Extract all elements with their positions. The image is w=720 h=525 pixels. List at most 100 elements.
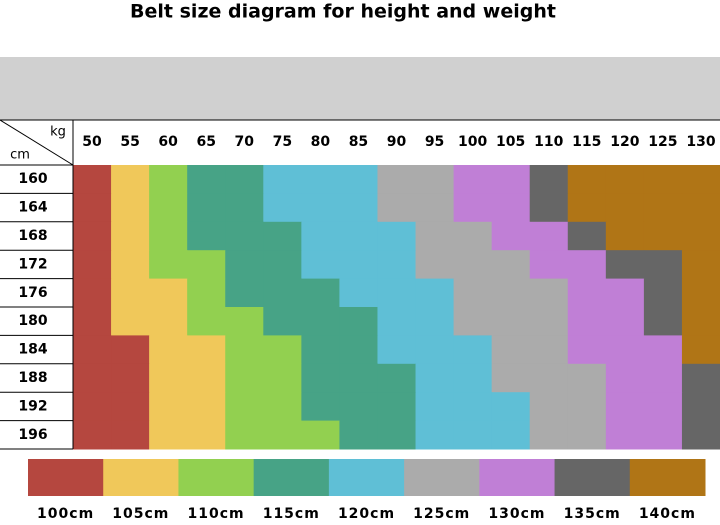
weight-label: 70 <box>235 134 255 150</box>
size-cell <box>643 278 683 308</box>
height-label: 160 <box>18 171 47 187</box>
size-cell <box>643 420 683 450</box>
height-label: 184 <box>18 342 47 358</box>
size-cell <box>73 363 112 393</box>
weight-label: 90 <box>387 134 407 150</box>
size-cell <box>111 193 150 223</box>
diagonal <box>0 119 74 166</box>
size-cell <box>73 392 112 422</box>
size-cell <box>263 165 302 194</box>
size-cell <box>491 278 531 308</box>
size-cell <box>529 250 569 280</box>
size-cell <box>73 420 112 450</box>
legend-label: 110cm <box>187 506 244 521</box>
size-cell <box>111 392 150 422</box>
weight-label: 65 <box>196 134 215 150</box>
size-cell <box>339 193 378 223</box>
size-cell <box>453 250 493 280</box>
size-cell <box>73 278 112 308</box>
size-cell <box>187 420 226 450</box>
size-cell <box>453 363 493 393</box>
weight-label: 50 <box>82 134 102 150</box>
size-cell <box>529 165 569 194</box>
size-cell <box>301 335 340 365</box>
size-cell <box>529 420 569 450</box>
size-cell <box>111 335 150 365</box>
size-cell <box>149 420 188 450</box>
size-cell <box>377 193 417 223</box>
size-cell <box>567 221 607 251</box>
size-cell <box>339 335 378 365</box>
size-cell <box>225 392 264 422</box>
height-label: 192 <box>18 398 47 414</box>
size-cell <box>415 193 455 223</box>
legend-label: 100cm <box>37 506 94 521</box>
size-cell <box>149 165 188 194</box>
size-cell <box>453 193 493 223</box>
legend-label: 115cm <box>263 506 320 521</box>
size-cell <box>491 193 531 223</box>
size-cell <box>643 193 683 223</box>
size-cell <box>491 307 531 336</box>
size-cell <box>415 392 455 422</box>
size-cell <box>605 363 645 393</box>
size-cell <box>453 420 493 450</box>
legend-label: 130cm <box>488 506 545 521</box>
size-cell <box>377 392 417 422</box>
size-cell <box>529 221 569 251</box>
legend-swatch <box>103 459 179 496</box>
size-cell <box>681 307 720 336</box>
size-cell <box>225 278 264 308</box>
size-cell <box>187 193 226 223</box>
size-cell <box>681 278 720 308</box>
size-cell <box>415 420 455 450</box>
size-cell <box>605 420 645 450</box>
size-cell <box>149 363 188 393</box>
size-cell <box>111 363 150 393</box>
size-cell <box>529 278 569 308</box>
size-cell <box>529 363 569 393</box>
size-cell <box>225 363 264 393</box>
size-cell <box>643 392 683 422</box>
size-cell <box>225 165 264 194</box>
size-cell <box>643 307 683 336</box>
size-cell <box>453 221 493 251</box>
size-cell <box>681 193 720 223</box>
size-cell <box>491 250 531 280</box>
height-label: 180 <box>18 313 47 329</box>
size-cell <box>681 335 720 365</box>
size-cell <box>605 392 645 422</box>
size-cell <box>301 363 340 393</box>
size-cell <box>263 278 302 308</box>
size-cell <box>605 165 645 194</box>
size-cell <box>529 392 569 422</box>
weight-label: 75 <box>273 134 292 150</box>
size-cell <box>225 193 264 223</box>
size-cell <box>301 420 340 450</box>
size-cell <box>491 363 531 393</box>
weight-label: 115 <box>572 134 601 150</box>
size-cell <box>301 221 340 251</box>
size-cell <box>415 363 455 393</box>
weight-label: 55 <box>120 134 139 150</box>
size-cell <box>377 165 417 194</box>
size-cell <box>73 335 112 365</box>
height-label: 164 <box>18 200 47 216</box>
size-cell <box>453 307 493 336</box>
size-cell <box>643 363 683 393</box>
size-cell <box>225 335 264 365</box>
size-cell <box>415 165 455 194</box>
size-cell <box>605 307 645 336</box>
size-cell <box>149 250 188 280</box>
size-cell <box>567 165 607 194</box>
size-cell <box>567 392 607 422</box>
size-cell <box>301 165 340 194</box>
size-cell <box>73 193 112 223</box>
height-label: 188 <box>18 370 47 386</box>
size-cell <box>453 165 493 194</box>
weight-label: 100 <box>458 134 487 150</box>
size-cell <box>681 420 720 450</box>
size-cell <box>529 307 569 336</box>
size-cell <box>453 278 493 308</box>
